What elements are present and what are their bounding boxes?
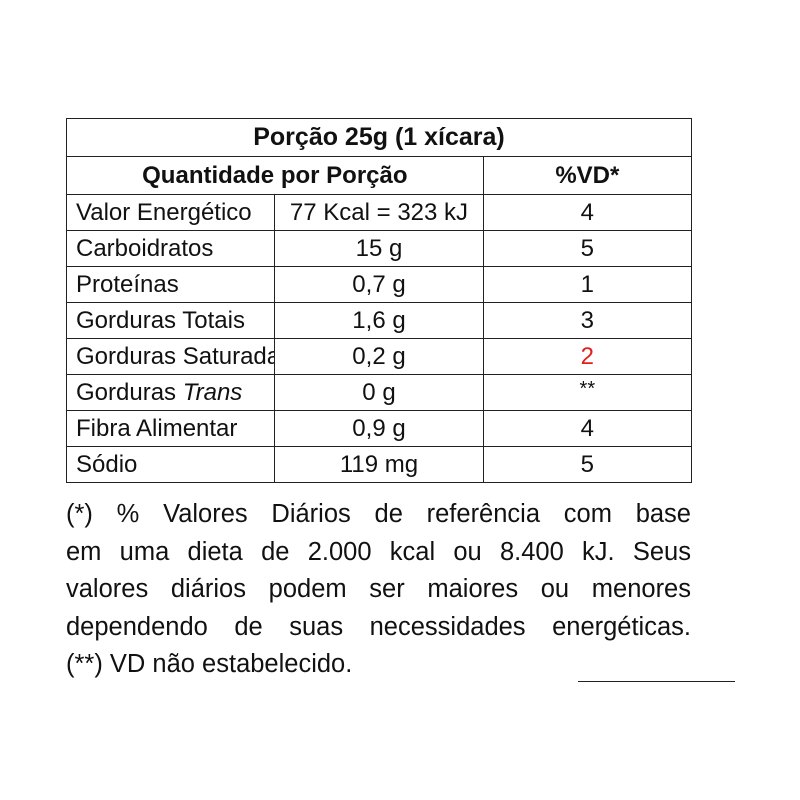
nutrient-name: Gorduras Trans [65,374,276,411]
nutrient-dv: 5 [482,446,693,483]
nutrient-amount: 77 Kcal = 323 kJ [274,194,484,231]
table-row: Gorduras Saturadas 0,2 g 2 [65,338,693,375]
nutrient-dv: 3 [482,302,693,339]
nutrient-amount: 0,9 g [274,410,484,447]
nutrient-name: Fibra Alimentar [65,410,276,447]
nutrient-dv: 4 [482,194,693,231]
table-row: Gorduras Totais 1,6 g 3 [65,302,693,339]
footnote-line: (*) % Valores Diários de referência com … [66,500,691,528]
footnote-line: (**) VD não estabelecido. [66,650,353,679]
nutrient-name: Valor Energético [65,194,276,231]
serving-title: Porção 25g (1 xícara) [66,118,692,157]
nutrient-amount: 0,2 g [274,338,484,375]
quantity-header: Quantidade por Porção [66,156,484,195]
nutrient-dv: 1 [482,266,693,303]
nutrition-table: Porção 25g (1 xícara) Quantidade por Por… [65,118,693,483]
nutrient-name: Sódio [65,446,276,483]
nutrient-dv: 4 [482,410,693,447]
footnote: (*) % Valores Diários de referência com … [66,496,691,684]
dv-header: %VD* [482,156,693,195]
nutrient-amount: 15 g [274,230,484,267]
nutrient-amount: 0 g [274,374,484,411]
table-row: Gorduras Trans 0 g ** [65,374,693,411]
table-row: Proteínas 0,7 g 1 [65,266,693,303]
table-row: Carboidratos 15 g 5 [65,230,693,267]
footnote-line: valores diários podem ser maiores ou men… [66,575,691,604]
nutrient-name-italic: Trans [182,379,243,406]
nutrient-dv: ** [482,374,693,411]
table-row: Fibra Alimentar 0,9 g 4 [65,410,693,447]
table-row: Sódio 119 mg 5 [65,446,693,483]
nutrient-dv: 2 [482,338,693,375]
signature-line [578,681,735,682]
nutrient-name-text: Gorduras [76,379,183,406]
nutrient-name: Gorduras Saturadas [65,338,276,375]
nutrient-name: Gorduras Totais [65,302,276,339]
nutrient-amount: 1,6 g [274,302,484,339]
nutrient-dv: 5 [482,230,693,267]
table-row: Valor Energético 77 Kcal = 323 kJ 4 [65,194,693,231]
footnote-line: em uma dieta de 2.000 kcal ou 8.400 kJ. … [66,537,691,566]
footnote-line: dependendo de suas necessidades energéti… [66,612,691,641]
nutrient-name: Proteínas [65,266,276,303]
nutrient-name: Carboidratos [65,230,276,267]
nutrient-amount: 119 mg [274,446,484,483]
nutrient-amount: 0,7 g [274,266,484,303]
